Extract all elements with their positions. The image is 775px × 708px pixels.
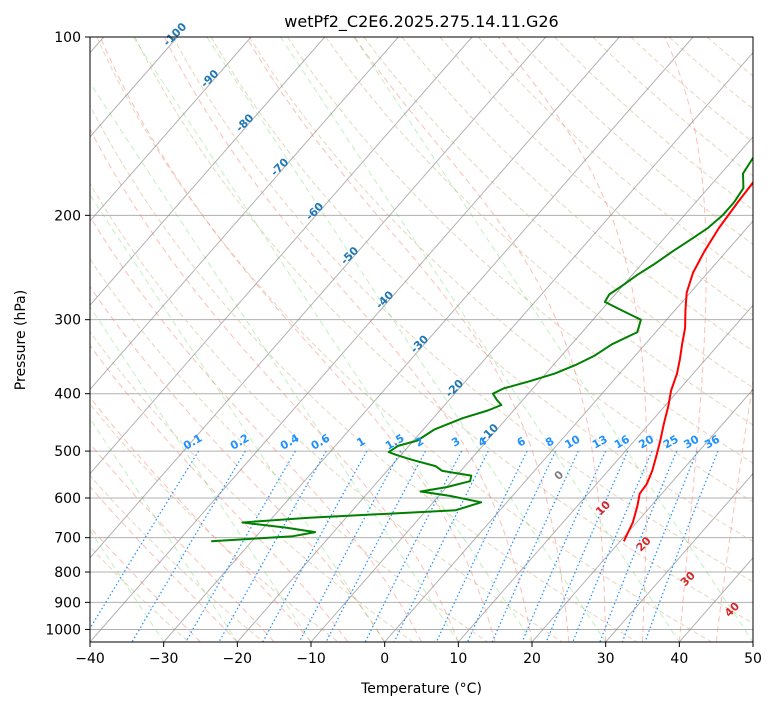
mixing-ratio-line	[185, 450, 296, 642]
x-tick-label: −30	[149, 651, 179, 667]
isotherm-line	[605, 472, 753, 642]
mixing-ratio-line	[644, 450, 719, 642]
moist-adiabat	[90, 344, 349, 642]
x-tick-label: 30	[597, 651, 615, 667]
mixing-ratio-line	[90, 450, 200, 630]
plot-background	[90, 37, 753, 642]
isotherm-line	[531, 388, 753, 642]
dry-adiabat	[248, 37, 753, 503]
y-tick-label: 100	[54, 30, 81, 46]
dry-adiabat	[325, 37, 753, 426]
moist-adiabat	[90, 442, 275, 642]
y-tick-label: 400	[54, 387, 81, 403]
x-tick-label: 0	[380, 651, 389, 667]
mixing-ratio-line	[599, 450, 678, 642]
reference-curve	[280, 37, 680, 642]
isotherm-line	[310, 136, 753, 642]
dry-adiabat	[439, 37, 753, 316]
mixing-ratio-line	[572, 450, 653, 642]
y-tick-label: 600	[54, 491, 81, 507]
x-tick-label: 50	[744, 651, 762, 667]
y-tick-label: 200	[54, 208, 81, 224]
isotherm-line	[236, 51, 753, 642]
moist-adiabat	[90, 285, 386, 642]
moist-adiabat	[353, 37, 607, 642]
isotherm-line	[90, 37, 473, 475]
y-tick-label: 500	[54, 444, 81, 460]
dry-adiabat	[554, 37, 753, 211]
dry-adiabat	[90, 182, 563, 642]
x-tick-label: −40	[75, 651, 105, 667]
y-tick-label: 800	[54, 565, 81, 581]
dewpoint-line	[211, 156, 753, 543]
x-tick-label: 10	[449, 651, 467, 667]
mixing-ratio-line	[491, 450, 579, 642]
isotherm-line	[90, 37, 252, 222]
mixing-ratio-line	[435, 450, 528, 642]
mixing-ratio-line	[466, 450, 557, 642]
mixing-ratio-line	[325, 450, 426, 642]
mixing-ratio-line	[393, 450, 489, 642]
y-tick-label: 1000	[45, 622, 81, 638]
dry-adiabat	[516, 37, 753, 245]
moist-adiabat	[163, 37, 533, 642]
isotherm-line	[752, 641, 753, 642]
dry-adiabat	[90, 104, 638, 642]
dry-adiabat	[96, 37, 712, 642]
isotherm-line	[90, 37, 620, 642]
chart-title: wetPf2_C2E6.2025.275.14.11.G26	[284, 12, 558, 32]
reference-curve	[90, 529, 165, 642]
temperature-line	[622, 180, 753, 542]
plot-frame	[89, 36, 754, 643]
isotherm-line	[90, 37, 399, 391]
moist-adiabat	[715, 378, 753, 642]
isotherm-line	[163, 37, 694, 642]
dry-adiabat	[134, 37, 753, 624]
moist-adiabat	[664, 37, 707, 642]
reference-curve	[90, 82, 459, 642]
reference-curve	[132, 37, 533, 642]
dry-adiabat	[90, 258, 488, 642]
moist-adiabat	[90, 215, 422, 642]
isotherm-line	[384, 220, 753, 642]
isotherm-line	[90, 37, 547, 559]
x-tick-label: 40	[670, 651, 688, 667]
y-tick-label: 700	[54, 531, 81, 547]
dry-adiabat	[90, 474, 264, 642]
y-axis-label: Pressure (hPa)	[13, 290, 29, 390]
profile-lines	[211, 156, 753, 543]
moist-adiabat	[245, 37, 570, 642]
x-tick-label: −10	[296, 651, 326, 667]
moist-adiabat	[99, 37, 496, 642]
reference-curve	[353, 37, 753, 642]
reference-curve	[90, 305, 312, 642]
moist-adiabat	[497, 37, 648, 642]
y-tick-label: 300	[54, 313, 81, 329]
y-tick-label: 900	[54, 595, 81, 611]
axes: −40 −30 −20 −10 0 10 20 30 40 50 100 200 300 400 500 60…	[45, 30, 762, 667]
x-axis-label: Temperature (°C)	[360, 681, 482, 697]
dry-adiabat	[630, 37, 753, 143]
x-tick-label: 20	[523, 651, 541, 667]
isotherm-line	[457, 304, 753, 642]
mixing-ratio-line	[262, 450, 368, 642]
mixing-ratio-line	[218, 450, 327, 642]
dry-adiabat	[90, 331, 414, 642]
reference-curve	[90, 417, 238, 642]
x-tick-label: −20	[223, 651, 253, 667]
isotherm-line	[90, 37, 326, 306]
reference-curve	[90, 194, 386, 642]
dry-adiabat	[401, 37, 753, 352]
reference-curve	[206, 37, 607, 642]
mixing-ratio-line	[298, 450, 402, 642]
moist-adiabat	[90, 128, 459, 642]
